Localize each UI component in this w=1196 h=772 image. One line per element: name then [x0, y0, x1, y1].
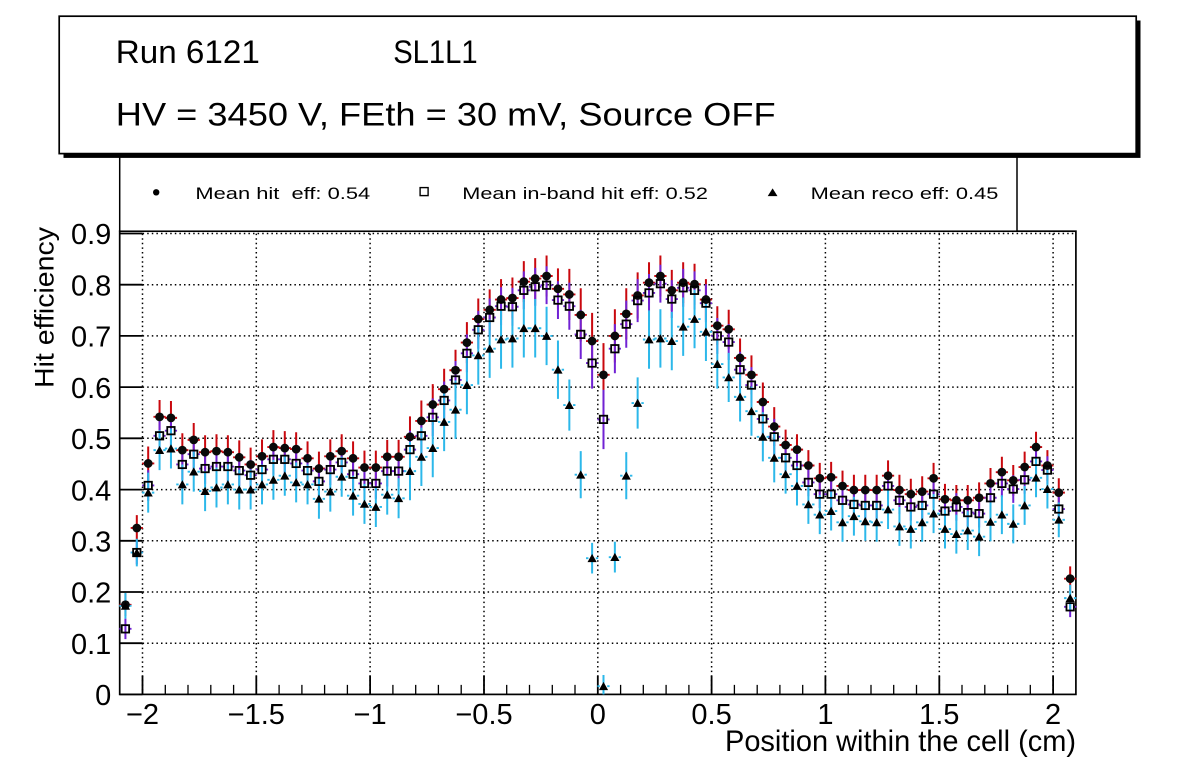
svg-text:0.4: 0.4 — [71, 475, 111, 507]
svg-text:−1.5: −1.5 — [228, 699, 285, 731]
svg-text:0.2: 0.2 — [71, 578, 111, 610]
svg-text:−0.5: −0.5 — [455, 699, 512, 731]
svg-text:1.5: 1.5 — [919, 699, 959, 731]
svg-text:0.7: 0.7 — [71, 322, 111, 354]
svg-text:Position within the cell (cm): Position within the cell (cm) — [725, 725, 1076, 758]
svg-text:0.5: 0.5 — [691, 699, 731, 731]
svg-text:1: 1 — [817, 699, 833, 731]
svg-text:0: 0 — [590, 699, 606, 731]
svg-text:0.5: 0.5 — [71, 424, 111, 456]
svg-text:0: 0 — [95, 680, 111, 712]
svg-text:0.9: 0.9 — [71, 219, 111, 251]
svg-text:Mean in-band hit eff: 0.52: Mean in-band hit eff: 0.52 — [462, 184, 708, 203]
svg-text:−2: −2 — [126, 699, 159, 731]
svg-text:−1: −1 — [354, 699, 387, 731]
svg-text:Mean hit eff: 0.54: Mean hit eff: 0.54 — [195, 184, 370, 203]
svg-text:0.1: 0.1 — [71, 629, 111, 661]
svg-text:HV = 3450 V, FEth = 30 mV, Sou: HV = 3450 V, FEth = 30 mV, Source OFF — [116, 96, 776, 132]
svg-text:0.8: 0.8 — [71, 270, 111, 302]
svg-text:Hit efficiency: Hit efficiency — [30, 226, 60, 388]
svg-text:Run 6121: Run 6121 — [116, 34, 260, 70]
svg-text:Mean reco eff: 0.45: Mean reco eff: 0.45 — [811, 184, 999, 203]
svg-text:2: 2 — [1045, 699, 1061, 731]
svg-text:SL1L1: SL1L1 — [393, 34, 478, 70]
svg-text:0.6: 0.6 — [71, 373, 111, 405]
svg-text:0.3: 0.3 — [71, 527, 111, 559]
